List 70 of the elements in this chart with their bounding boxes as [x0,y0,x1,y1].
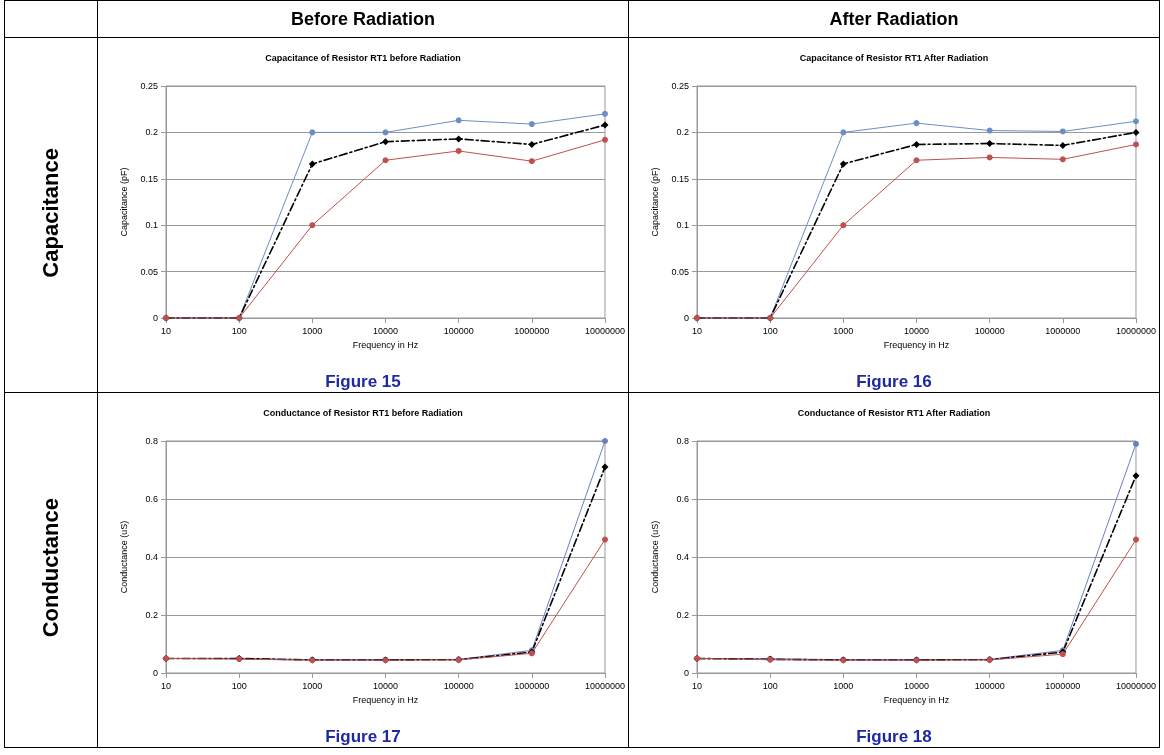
text: Conductance [38,498,64,638]
x-tick-label: 100000 [974,680,1005,691]
y-tick-label: 0 [683,668,689,678]
y-tick-label: 0.2 [676,610,689,620]
x-axis-title: Frequency in Hz [883,694,950,705]
chart-title: Capacitance of Resistor RT1 before Radiation [265,52,461,63]
y-tick-label: 0.25 [671,81,689,91]
y-tick-label: 0.1 [676,220,689,231]
y-tick-label: 0.4 [145,552,158,562]
y-tick-label: 0 [152,313,158,323]
x-tick-label: 10 [160,680,172,691]
y-tick-label: 0.1 [145,220,158,231]
chart-title: Conductance of Resistor RT1 before Radiation [263,407,463,418]
y-tick-label: 0.25 [140,81,158,91]
y-tick-label: 0.2 [145,610,158,620]
x-tick-label: 10000000 [1115,325,1156,336]
x-tick-label: 10000 [903,325,929,336]
y-tick-label: 0 [152,668,158,678]
caption: Figure 18 [855,727,933,747]
y-tick-label: 0.2 [145,127,158,138]
y-axis-title: Capacitance (pF) [649,167,660,237]
x-axis-title: Frequency in Hz [352,339,419,350]
y-tick-label: 0 [683,313,689,323]
text: After Radiation [628,0,1160,38]
x-tick-label: 1000000 [1045,325,1081,336]
y-tick-label: 0.4 [676,552,689,562]
x-tick-label: 100000 [974,325,1005,336]
x-tick-label: 100 [762,325,778,336]
x-tick-label: 1000 [302,680,323,691]
chart-title: Conductance of Resistor RT1 After Radiation [797,407,991,418]
x-tick-label: 1000000 [514,680,550,691]
x-tick-label: 100 [231,325,247,336]
x-tick-label: 100 [762,680,778,691]
x-tick-label: 1000 [833,680,854,691]
x-tick-label: 100 [231,680,247,691]
x-tick-label: 10000000 [584,680,625,691]
caption: Figure 17 [324,727,402,747]
x-tick-label: 100000 [443,325,474,336]
x-tick-label: 1000000 [1045,680,1081,691]
x-tick-label: 1000 [302,325,323,336]
x-tick-label: 10000000 [584,325,625,336]
y-tick-label: 0.8 [145,436,158,446]
x-tick-label: 10000000 [1115,680,1156,691]
x-tick-label: 1000 [833,325,854,336]
y-tick-label: 0.15 [671,173,689,184]
chart-title: Capacitance of Resistor RT1 After Radiation [799,52,989,63]
caption: Figure 15 [324,372,402,392]
y-tick-label: 0.2 [676,127,689,138]
text: Before Radiation [97,0,629,38]
y-tick-label: 0.6 [676,494,689,504]
y-axis-title: Conductance (uS) [118,520,129,594]
y-tick-label: 0.6 [145,494,158,504]
x-tick-label: 1000000 [514,325,550,336]
y-tick-label: 0.15 [140,173,158,184]
x-axis-title: Frequency in Hz [352,694,419,705]
x-tick-label: 10000 [903,680,929,691]
x-tick-label: 10 [691,325,703,336]
y-tick-label: 0.05 [140,266,158,277]
x-tick-label: 10 [691,680,703,691]
text: Capacitance [38,148,64,278]
y-axis-title: Conductance (uS) [649,520,660,594]
x-axis-title: Frequency in Hz [883,339,950,350]
x-tick-label: 10 [160,325,172,336]
x-tick-label: 10000 [372,325,398,336]
y-tick-label: 0.05 [671,266,689,277]
caption: Figure 16 [855,372,933,392]
x-tick-label: 10000 [372,680,398,691]
y-axis-title: Capacitance (pF) [118,167,129,237]
x-tick-label: 100000 [443,680,474,691]
y-tick-label: 0.8 [676,436,689,446]
